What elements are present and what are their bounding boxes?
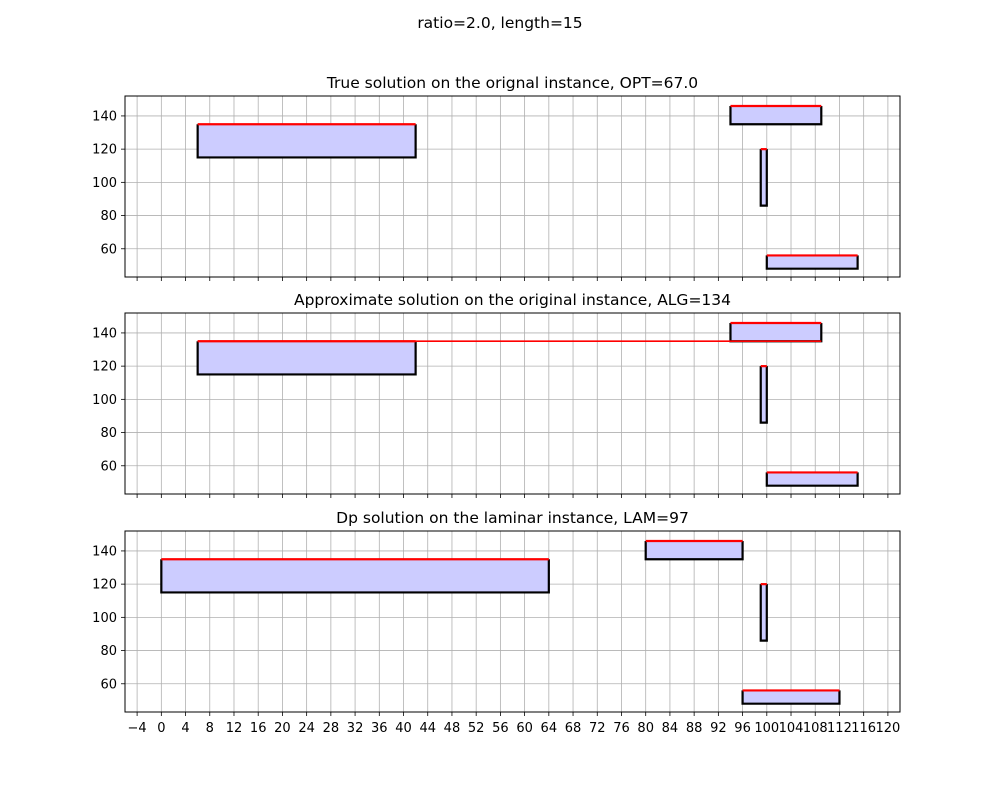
interval-bar-fill (730, 322, 822, 342)
y-tick-label: 80 (100, 209, 117, 224)
panel-title: Dp solution on the laminar instance, LAM… (336, 509, 689, 527)
x-tick-label: 92 (710, 721, 727, 736)
interval-bar-edge (160, 559, 550, 594)
panel-title: True solution on the orignal instance, O… (326, 74, 698, 92)
x-tick-label: 40 (395, 721, 412, 736)
axes-frame (124, 530, 901, 713)
x-tick-label: 12 (226, 721, 243, 736)
chart-panel-1: True solution on the orignal instance, O… (92, 74, 901, 281)
x-tick-label: 88 (686, 721, 703, 736)
interval-bar-fill (742, 690, 840, 704)
y-tick-label: 100 (92, 611, 117, 626)
x-tick-label: 72 (589, 721, 606, 736)
x-tick-label: 76 (613, 721, 630, 736)
x-tick-label: 112 (827, 721, 852, 736)
x-tick-label: 4 (181, 721, 189, 736)
x-tick-label: 8 (206, 721, 214, 736)
y-tick-label: 140 (92, 109, 117, 124)
chart-panel-3: Dp solution on the laminar instance, LAM… (92, 509, 901, 736)
panel-title: Approximate solution on the original ins… (294, 291, 731, 309)
x-tick-label: 24 (298, 721, 315, 736)
interval-bar-fill (766, 255, 858, 269)
interval-bar-edge (759, 366, 768, 424)
x-tick-label: 20 (274, 721, 291, 736)
x-tick-label: 64 (541, 721, 558, 736)
interval-bar-edge (759, 584, 768, 642)
x-tick-label: 120 (875, 721, 900, 736)
interval-bar-fill (760, 366, 767, 423)
interval-bar-edge (196, 124, 417, 159)
x-tick-label: 48 (444, 721, 461, 736)
y-tick-label: 60 (100, 242, 117, 257)
y-tick-label: 100 (92, 393, 117, 408)
y-tick-label: 80 (100, 644, 117, 659)
x-tick-label: −4 (128, 721, 147, 736)
x-tick-label: 52 (468, 721, 485, 736)
y-tick-label: 80 (100, 426, 117, 441)
y-tick-label: 140 (92, 326, 117, 341)
x-tick-label: 108 (803, 721, 828, 736)
interval-bar-edge (741, 690, 841, 705)
interval-bar-fill (197, 124, 416, 158)
y-tick-label: 60 (100, 677, 117, 692)
x-tick-label: 0 (157, 721, 165, 736)
interval-bar-edge (765, 255, 859, 270)
x-tick-label: 100 (754, 721, 779, 736)
axes-frame (124, 312, 901, 495)
interval-bar-fill (161, 559, 549, 593)
x-tick-label: 44 (419, 721, 436, 736)
interval-bar-edge (765, 472, 859, 487)
chart-panel-2: Approximate solution on the original ins… (92, 291, 901, 498)
x-tick-label: 84 (662, 721, 679, 736)
x-tick-label: 32 (347, 721, 364, 736)
x-tick-label: 104 (779, 721, 804, 736)
x-tick-label: 36 (371, 721, 388, 736)
x-tick-label: 16 (250, 721, 267, 736)
y-tick-label: 120 (92, 143, 117, 158)
axes-frame (124, 95, 901, 278)
x-tick-label: 68 (565, 721, 582, 736)
x-tick-label: 116 (851, 721, 876, 736)
x-tick-label: 80 (637, 721, 654, 736)
figure-suptitle: ratio=2.0, length=15 (417, 14, 582, 32)
y-tick-label: 120 (92, 578, 117, 593)
interval-bar-edge (759, 149, 768, 207)
y-tick-label: 140 (92, 544, 117, 559)
interval-bar-edge (196, 341, 417, 376)
y-tick-label: 100 (92, 176, 117, 191)
x-tick-label: 60 (516, 721, 533, 736)
x-tick-label: 96 (734, 721, 751, 736)
interval-bar-edge (644, 540, 744, 561)
interval-bar-edge (729, 105, 823, 126)
interval-bar-fill (766, 472, 858, 486)
interval-bar-fill (730, 105, 822, 125)
y-tick-label: 120 (92, 360, 117, 375)
interval-bar-fill (760, 584, 767, 641)
interval-bar-fill (645, 540, 743, 560)
x-tick-label: 28 (323, 721, 340, 736)
x-tick-label: 56 (492, 721, 509, 736)
y-tick-label: 60 (100, 459, 117, 474)
chart-panels: True solution on the orignal instance, O… (92, 74, 901, 736)
interval-bar-fill (760, 149, 767, 206)
interval-bar-fill (197, 341, 416, 375)
